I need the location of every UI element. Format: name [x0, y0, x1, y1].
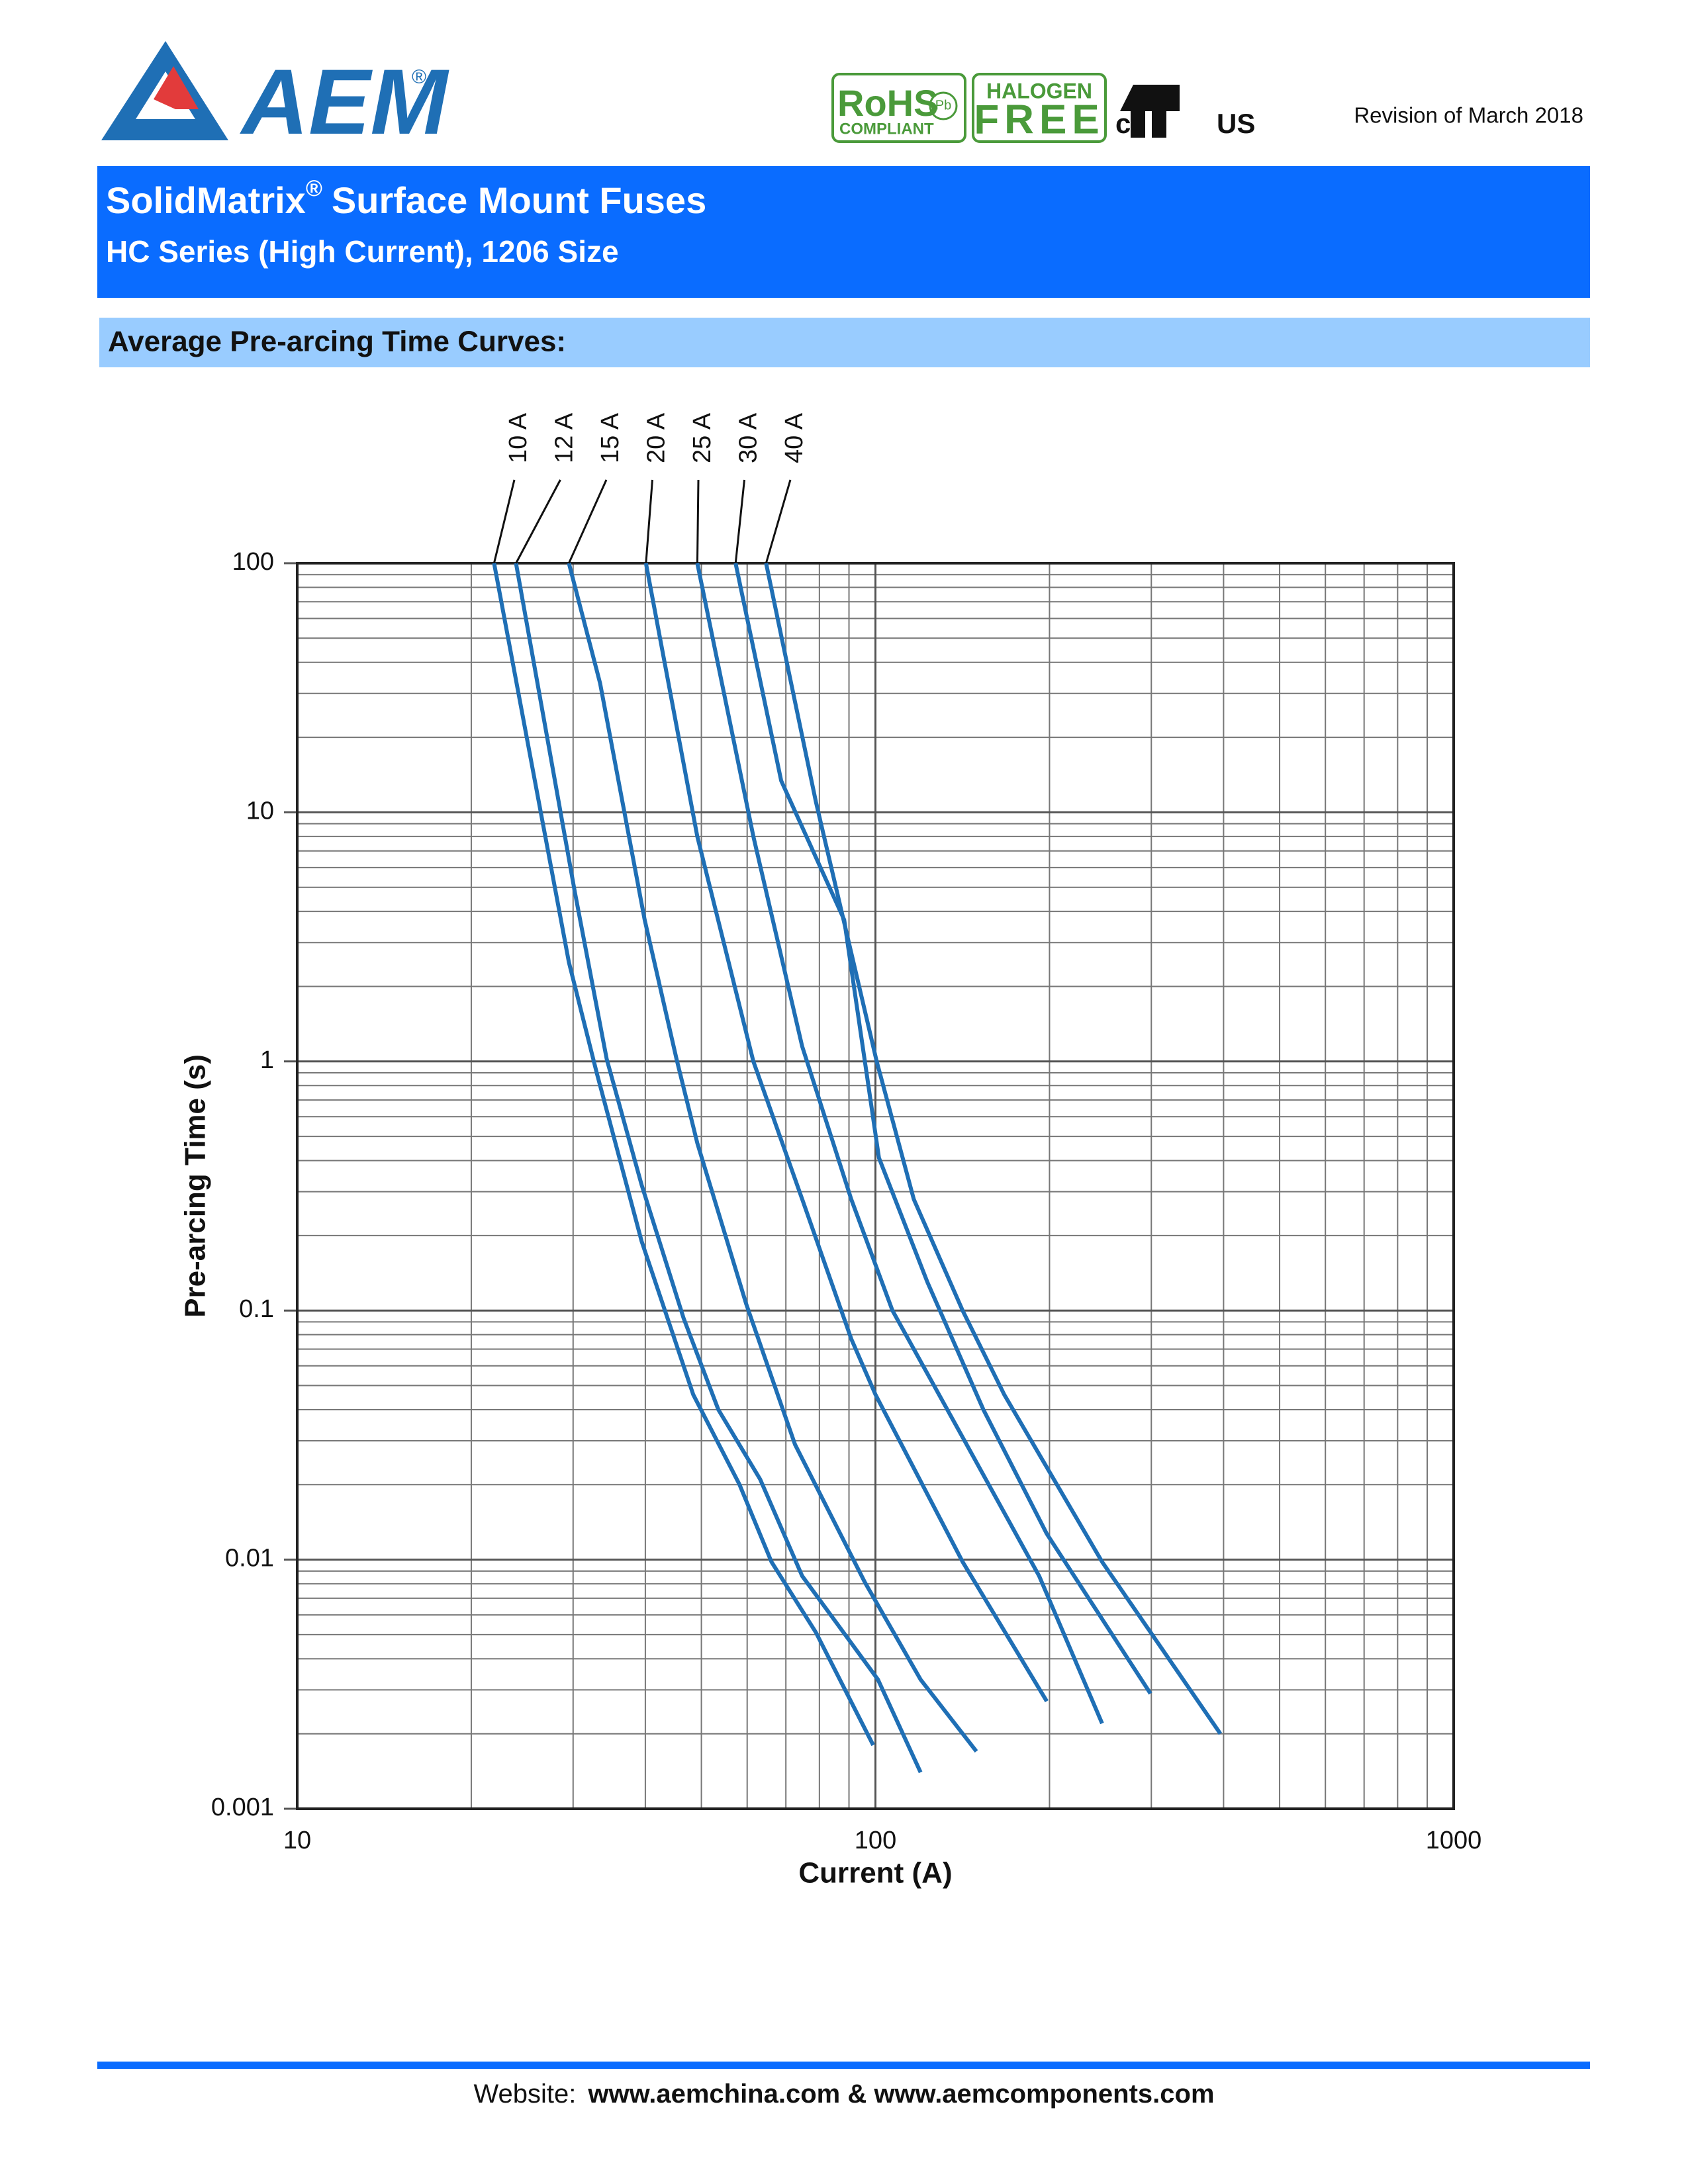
- curve: [567, 563, 978, 1753]
- pb-circle: [929, 91, 958, 120]
- leader-line: [645, 479, 653, 564]
- curve: [643, 563, 1049, 1703]
- revision: Revision of March 2018: [1354, 103, 1583, 128]
- curve: [514, 563, 923, 1774]
- footer-sites: www.aemchina.com & www.aemcomponents.com: [587, 2079, 1214, 2109]
- logo-mark: ®: [412, 66, 426, 88]
- logo: AEM ®: [101, 41, 449, 154]
- title-band: [97, 166, 1590, 298]
- curve-label: 15 A: [596, 412, 624, 463]
- y-tick-label: 0.01: [225, 1545, 274, 1572]
- y-tick-label: 0.1: [239, 1295, 274, 1323]
- badge-text: COMPLIANT: [839, 120, 934, 138]
- curve-label: 30 A: [735, 412, 763, 463]
- chart: 10 100 1000 0.001 0.01 0.1 1 10 100 Current (A) Pr…: [179, 412, 1482, 1889]
- leader-line: [765, 479, 792, 564]
- x-axis-title: Current (A): [798, 1857, 952, 1889]
- leader-line: [492, 479, 516, 564]
- section-band: [99, 318, 1590, 367]
- y-tick-label: 0.001: [211, 1794, 274, 1821]
- curve: [764, 563, 1223, 1735]
- badge-text: FREE: [974, 97, 1104, 142]
- ul-mark: [1120, 85, 1180, 138]
- curve: [695, 563, 1104, 1725]
- curve-label: 20 A: [643, 412, 671, 463]
- plot-frame: [296, 562, 1455, 1810]
- y-tick-label: 10: [246, 797, 274, 825]
- leader-line: [696, 479, 700, 564]
- curve-label: 10 A: [504, 412, 532, 463]
- footer: Website: www.aemchina.com & www.aemcompon…: [473, 2079, 1214, 2109]
- badge-text: US: [1217, 108, 1255, 139]
- rohs-badge: [831, 73, 966, 143]
- leader-line: [568, 479, 608, 564]
- x-tick-label: 100: [855, 1827, 896, 1854]
- title-text: Surface Mount Fuses: [332, 179, 706, 221]
- logo-red: [154, 66, 199, 109]
- x-tick-label: 10: [283, 1827, 311, 1854]
- section-title: Average Pre-arcing Time Curves:: [108, 326, 566, 358]
- badges: RoHS COMPLIANT Pb HALOGEN FREE c US: [831, 73, 1255, 143]
- curve-label: 40 A: [780, 412, 808, 463]
- x-tick-label: 1000: [1426, 1827, 1482, 1854]
- leader-line: [515, 479, 561, 564]
- halogen-badge: [972, 73, 1107, 143]
- subtitle: HC Series (High Current), 1206 Size: [106, 234, 619, 269]
- y-tick-label: 1: [260, 1046, 274, 1074]
- curve: [492, 563, 875, 1747]
- curve-label: 25 A: [688, 412, 716, 463]
- y-tick-label: 100: [232, 548, 274, 576]
- footer-rule: [97, 2062, 1590, 2069]
- leader-line: [734, 479, 745, 564]
- logo-text: AEM: [240, 50, 449, 154]
- badge-text: c: [1115, 108, 1131, 139]
- badge-text: HALOGEN: [986, 79, 1092, 103]
- footer-prefix: Website:: [473, 2079, 576, 2109]
- title: SolidMatrix® Surface Mount Fuses: [106, 176, 706, 221]
- curve: [733, 563, 1152, 1695]
- title-mark: ®: [306, 176, 322, 201]
- badge-text: RoHS: [837, 82, 938, 124]
- y-axis-title: Pre-arcing Time (s): [179, 1054, 212, 1318]
- badge-text: Pb: [935, 98, 951, 113]
- title-text: SolidMatrix: [106, 179, 306, 221]
- curve-label: 12 A: [551, 412, 579, 463]
